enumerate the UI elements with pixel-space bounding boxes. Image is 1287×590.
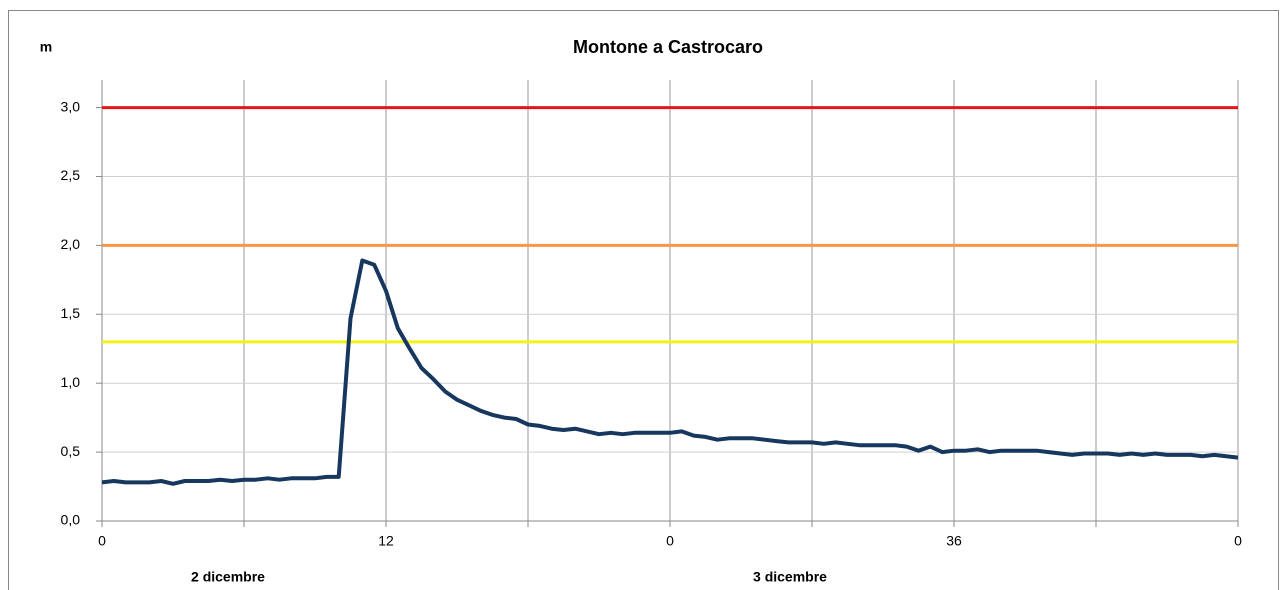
x-tick-label: 0: [98, 533, 106, 549]
y-tick-label: 1,5: [61, 305, 81, 321]
x-tick-label: 0: [666, 533, 674, 549]
y-tick-label: 2,5: [61, 167, 81, 183]
data-line: [101, 258, 1239, 486]
day-label: 3 dicembre: [753, 569, 827, 585]
day-label: 2 dicembre: [191, 569, 265, 585]
chart-frame: [8, 10, 1279, 590]
y-tick-label: 0,0: [61, 512, 81, 528]
x-tick-label: 36: [946, 533, 962, 549]
y-tick-label: 1,0: [61, 374, 81, 390]
y-tick-label: 0,5: [61, 443, 81, 459]
x-tick-label: 0: [1234, 533, 1242, 549]
chart-title: Montone a Castrocaro: [573, 37, 763, 57]
y-tick-label: 3,0: [61, 98, 81, 114]
y-axis-label: m: [40, 39, 52, 55]
y-tick-label: 2,0: [61, 236, 81, 252]
x-tick-label: 12: [378, 533, 394, 549]
